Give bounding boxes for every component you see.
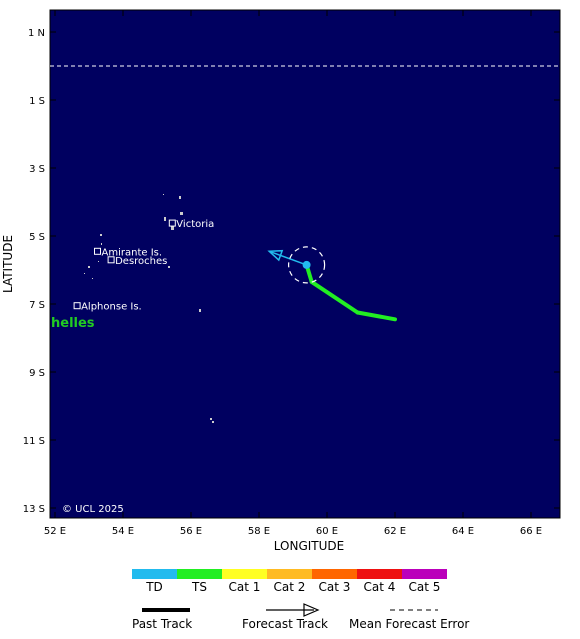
place-marker — [73, 302, 81, 310]
past-track-segment — [309, 279, 360, 315]
past-track-label: Past Track — [132, 617, 192, 631]
y-tick-label: 1 S — [29, 96, 45, 107]
forecast-arrow-icon — [303, 603, 320, 617]
y-axis-title: LATITUDE — [1, 235, 15, 293]
y-axis: 1 N 1 S 3 S 5 S 7 S 9 S 11 S 13 S — [23, 28, 560, 515]
place-marker — [107, 256, 115, 264]
forecast-track-line — [268, 250, 307, 266]
storm-tracks — [267, 246, 397, 322]
x-tick-label: 64 E — [452, 526, 474, 537]
y-tick-label: 11 S — [23, 436, 45, 447]
forecast-error-circle — [288, 246, 326, 284]
y-tick-label: 1 N — [28, 28, 45, 39]
legend-label: TS — [191, 580, 207, 594]
y-tick-label: 13 S — [23, 504, 45, 515]
x-tick-label: 66 E — [520, 526, 542, 537]
legend-label: Cat 3 — [319, 580, 351, 594]
past-track-segment — [355, 310, 397, 322]
place-label: Desroches — [115, 256, 167, 267]
legend-swatch — [312, 569, 357, 579]
x-tick-label: 60 E — [316, 526, 338, 537]
x-tick-label: 56 E — [180, 526, 202, 537]
x-tick-label: 54 E — [112, 526, 134, 537]
legend-label: Cat 2 — [274, 580, 306, 594]
legend-swatch — [222, 569, 267, 579]
y-tick-label: 5 S — [29, 232, 45, 243]
place-label: Alphonse Is. — [81, 302, 142, 313]
x-axis-title: LONGITUDE — [274, 539, 344, 553]
legend-label: Cat 5 — [409, 580, 441, 594]
forecast-arrow-icon — [267, 249, 284, 262]
mean-error-label: Mean Forecast Error — [349, 617, 469, 631]
current-position-marker — [302, 260, 311, 269]
legend-label: Cat 4 — [364, 580, 396, 594]
x-axis: 52 E 54 E 56 E 58 E 60 E 62 E 64 E 66 E — [44, 10, 542, 537]
legend-label: Cat 1 — [229, 580, 261, 594]
forecast-track-label: Forecast Track — [242, 617, 328, 631]
storm-name-label: helles — [51, 316, 95, 331]
y-tick-label: 7 S — [29, 300, 45, 311]
place-label: Amirante Is. — [102, 247, 163, 258]
place-marker — [94, 247, 101, 255]
legend-swatch — [132, 569, 177, 579]
legend-swatch — [357, 569, 402, 579]
copyright-label: © UCL 2025 — [62, 504, 124, 515]
place-labels: Victoria Amirante Is.Desroches Alphonse Is… — [73, 219, 214, 313]
y-tick-label: 3 S — [29, 164, 45, 175]
x-tick-label: 58 E — [248, 526, 270, 537]
place-marker — [168, 219, 176, 227]
legend-swatch — [177, 569, 222, 579]
place-label: Victoria — [176, 219, 214, 230]
legend-swatch — [267, 569, 312, 579]
island-specks — [84, 194, 214, 423]
category-legend: TD TS Cat 1 Cat 2 Cat 3 Cat 4 Cat 5 — [132, 569, 447, 594]
x-tick-label: 52 E — [44, 526, 66, 537]
legend-label: TD — [145, 580, 163, 594]
track-type-legend: Past Track Forecast Track Mean Forecast … — [132, 603, 469, 631]
y-tick-label: 9 S — [29, 368, 45, 379]
x-tick-label: 62 E — [384, 526, 406, 537]
legend-swatch — [402, 569, 447, 579]
